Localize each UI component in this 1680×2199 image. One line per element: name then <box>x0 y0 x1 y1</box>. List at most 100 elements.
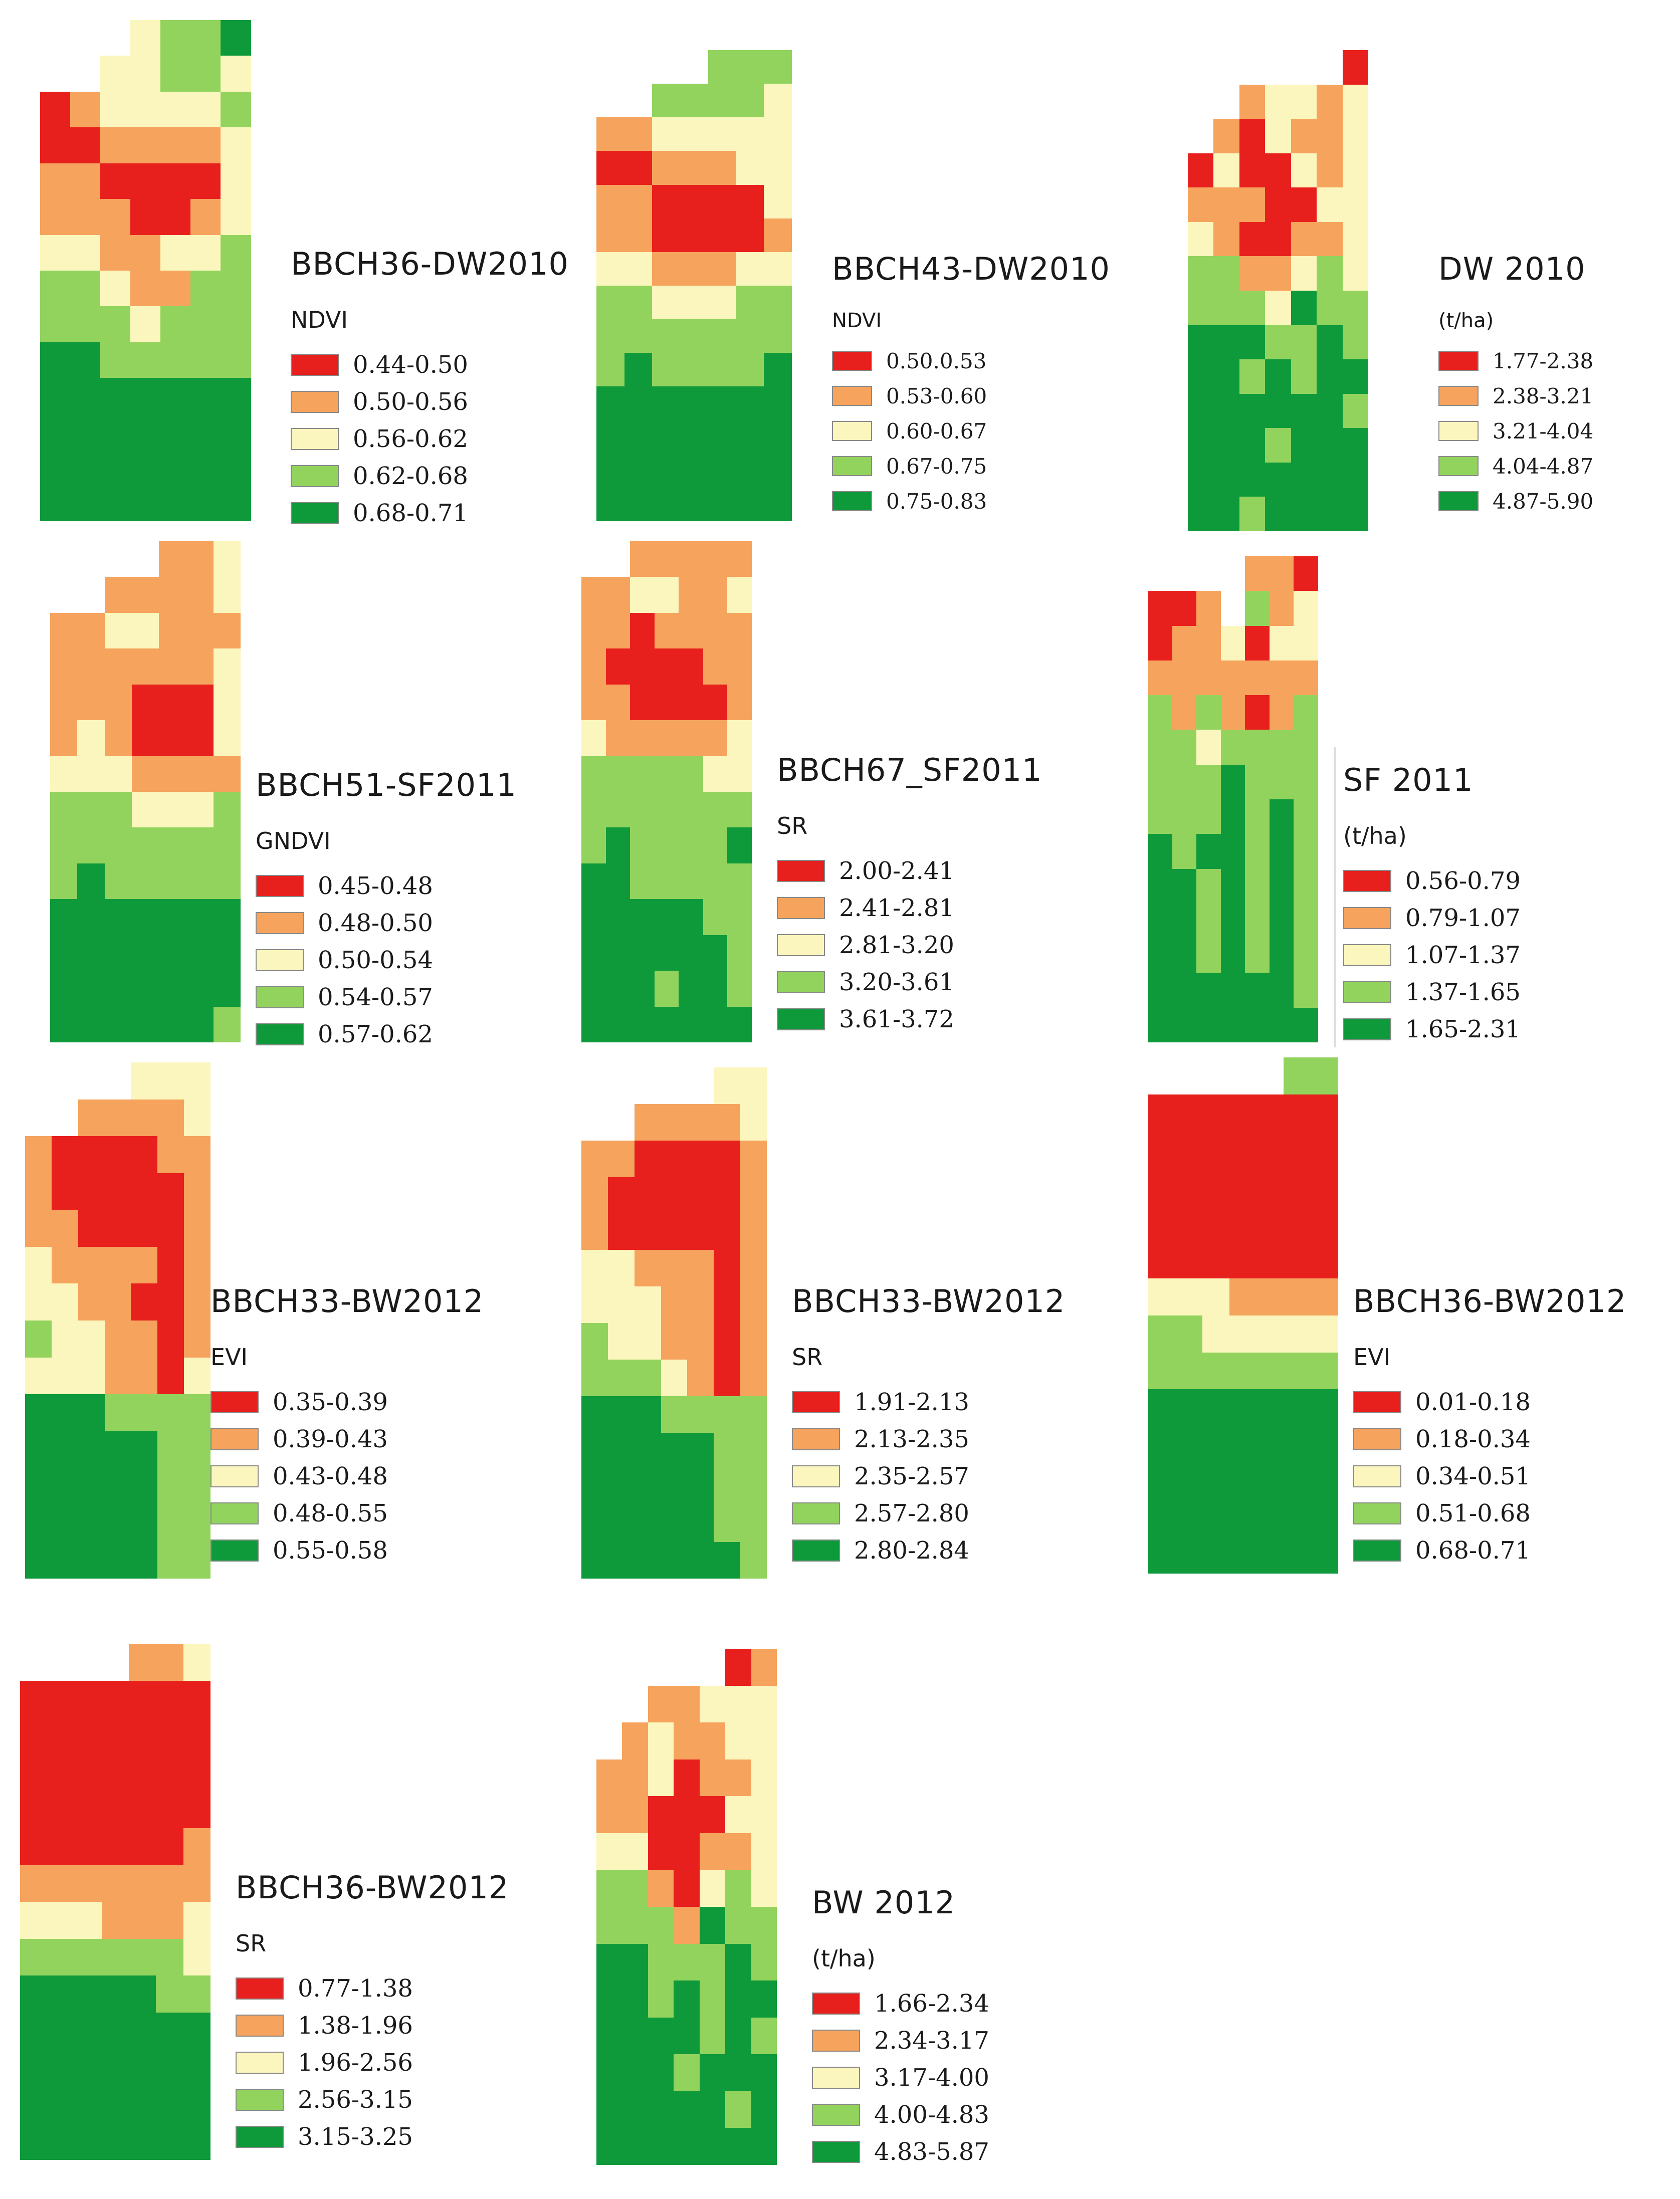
map-cell <box>703 541 728 577</box>
map-cell <box>104 1006 132 1043</box>
map-cell <box>661 1359 688 1397</box>
legend-item: 0.39-0.43 <box>211 1423 484 1456</box>
map-cell <box>130 450 161 486</box>
map-cell <box>607 1359 635 1397</box>
map-cell <box>1220 660 1245 696</box>
map-cell <box>1202 1352 1230 1390</box>
legend-swatch <box>211 1540 259 1562</box>
map-cell <box>1220 695 1245 730</box>
map-cell <box>1317 153 1343 188</box>
map-cell <box>624 386 653 421</box>
map-cell <box>101 1865 129 1902</box>
map-cell <box>661 1396 688 1433</box>
map-cell <box>1172 903 1197 939</box>
map-cell <box>1229 1389 1257 1427</box>
map-cell <box>699 1759 726 1797</box>
map-cell <box>1317 84 1343 119</box>
map-cell <box>648 1907 674 1944</box>
map-cell <box>190 450 221 486</box>
map-cell <box>101 1754 129 1792</box>
map-cell <box>1239 428 1266 463</box>
legend-swatch <box>832 491 872 511</box>
map-cell <box>70 450 101 486</box>
map-cell <box>1148 799 1173 834</box>
map-cell <box>1213 291 1240 326</box>
map-cell <box>25 1321 52 1358</box>
map-cell <box>687 1359 714 1397</box>
map-cell <box>652 319 681 353</box>
map-cell <box>186 863 214 900</box>
map-cell <box>596 420 625 455</box>
map-cell <box>727 541 752 577</box>
map-cell <box>596 252 625 286</box>
map-cell <box>186 648 214 685</box>
map-cell <box>630 1006 655 1043</box>
map-cell <box>1202 1131 1230 1169</box>
map-cell <box>51 1173 79 1210</box>
map-cell <box>648 2091 674 2128</box>
map-cell <box>725 1685 752 1723</box>
map-cell <box>190 378 221 414</box>
legend-swatch <box>777 860 825 882</box>
legend-swatch <box>236 2126 284 2148</box>
map-cell <box>622 2128 649 2165</box>
map-cell <box>1220 764 1245 800</box>
map-cell <box>25 1357 52 1395</box>
map-cell <box>1196 973 1221 1008</box>
map-cell <box>1265 393 1292 428</box>
map-cell <box>727 720 752 757</box>
map-cell <box>129 1644 156 1681</box>
map-cell <box>221 127 251 164</box>
map-cell <box>157 1357 184 1395</box>
map-cell <box>78 1246 105 1284</box>
map-cell <box>1291 84 1317 119</box>
legend-item: 0.50-0.54 <box>256 944 517 977</box>
map-cell <box>764 420 792 455</box>
map-cell <box>596 151 625 185</box>
map-cell <box>104 1321 131 1358</box>
map-cell <box>708 454 737 488</box>
map-cell <box>183 1828 211 1865</box>
map-cell <box>130 235 161 271</box>
map-cell <box>1172 868 1197 904</box>
map-cell <box>648 1833 674 1870</box>
map-cell <box>654 684 679 721</box>
map-cell <box>1284 1168 1312 1205</box>
map-cell <box>764 218 792 253</box>
map-cell <box>680 117 709 151</box>
map-cell <box>157 1099 184 1137</box>
map-cell <box>654 648 679 685</box>
legend-swatch <box>1438 386 1479 406</box>
map-cell <box>186 577 214 613</box>
map-cell <box>751 1981 777 2018</box>
map-cell <box>130 342 161 378</box>
field-map <box>581 541 752 1043</box>
map-cell <box>740 1396 767 1433</box>
field-map <box>596 50 792 522</box>
map-cell <box>1265 84 1292 119</box>
map-cell <box>51 1542 79 1579</box>
map-cell <box>634 1140 662 1178</box>
map-cell <box>78 1210 105 1247</box>
map-cell <box>581 1250 608 1287</box>
map-cell <box>1175 1463 1203 1500</box>
map-cell <box>160 450 191 486</box>
map-cell <box>1265 291 1292 326</box>
map-cell <box>736 84 764 118</box>
legend-item: 0.34-0.51 <box>1353 1460 1626 1493</box>
map-cell <box>1317 187 1343 223</box>
map-cell <box>1175 1205 1203 1242</box>
legend-item: 0.50-0.56 <box>291 385 569 418</box>
map-cell <box>708 117 737 151</box>
map-cell <box>104 720 132 757</box>
map-cell <box>77 720 105 757</box>
map-cell <box>159 648 186 685</box>
map-cell <box>1148 868 1173 904</box>
map-cell <box>186 1006 214 1043</box>
map-cell <box>129 1902 156 1939</box>
map-cell <box>674 1833 700 1870</box>
map-cell <box>1265 462 1292 497</box>
map-cell <box>654 792 679 828</box>
map-cell <box>1172 730 1197 765</box>
map-cell <box>184 1099 211 1137</box>
